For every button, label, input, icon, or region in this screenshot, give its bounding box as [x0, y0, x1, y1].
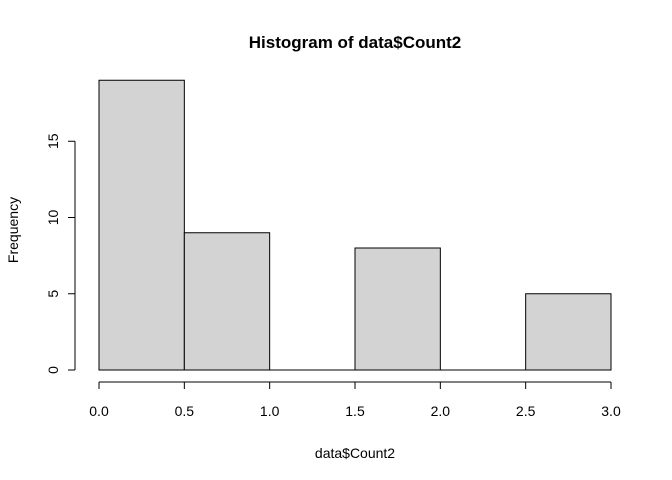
histogram-bar-5 — [525, 293, 612, 371]
histogram-bar-3 — [354, 247, 441, 371]
histogram-bar-1 — [183, 232, 271, 371]
x-axis-label: data$Count2 — [315, 445, 395, 461]
x-tick-label-0: 0.0 — [89, 403, 109, 419]
x-tick-label-1: 0.5 — [175, 403, 195, 419]
x-tick-label-2: 1.0 — [260, 403, 280, 419]
y-tick-label-2: 10 — [45, 210, 61, 226]
y-tick-label-1: 5 — [45, 290, 61, 298]
x-tick-label-4: 2.0 — [431, 403, 451, 419]
histogram-bar-0 — [98, 79, 185, 371]
histogram-bars — [98, 79, 612, 371]
x-tick-label-6: 3.0 — [601, 403, 621, 419]
x-tick-label-5: 2.5 — [516, 403, 536, 419]
y-axis-label: Frequency — [5, 197, 21, 263]
y-tick-label-0: 0 — [45, 366, 61, 374]
chart-title: Histogram of data$Count2 — [249, 33, 462, 52]
y-axis: 0 5 10 15 — [45, 133, 76, 374]
x-tick-label-3: 1.5 — [345, 403, 365, 419]
x-axis: 0.0 0.5 1.0 1.5 2.0 2.5 3.0 — [89, 381, 621, 419]
y-tick-label-3: 15 — [45, 133, 61, 149]
